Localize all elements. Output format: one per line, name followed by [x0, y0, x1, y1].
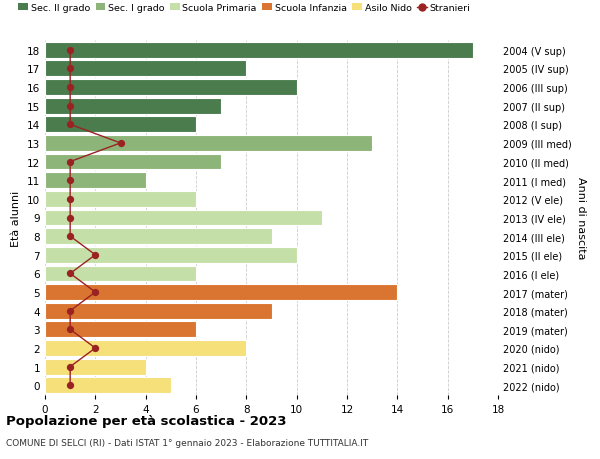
Bar [45, 303, 271, 319]
Point [65, 308, 75, 315]
Point [65, 47, 75, 54]
Point [91, 252, 100, 259]
Bar [45, 247, 296, 263]
Point [65, 270, 75, 278]
Legend: Sec. II grado, Sec. I grado, Scuola Primaria, Scuola Infanzia, Asilo Nido, Stran: Sec. II grado, Sec. I grado, Scuola Prim… [14, 0, 474, 17]
Point [116, 140, 125, 147]
Text: Popolazione per età scolastica - 2023: Popolazione per età scolastica - 2023 [6, 414, 287, 428]
Bar [45, 80, 296, 96]
Bar [45, 99, 221, 114]
Bar [45, 173, 146, 189]
Bar [45, 136, 372, 151]
Bar [45, 191, 196, 207]
Y-axis label: Età alunni: Età alunni [11, 190, 22, 246]
Point [65, 363, 75, 370]
Point [65, 103, 75, 110]
Bar [45, 229, 271, 245]
Point [65, 158, 75, 166]
Bar [45, 117, 196, 133]
Point [65, 326, 75, 333]
Point [65, 121, 75, 129]
Point [65, 84, 75, 91]
Bar [45, 62, 247, 77]
Bar [45, 285, 397, 300]
Text: COMUNE DI SELCI (RI) - Dati ISTAT 1° gennaio 2023 - Elaborazione TUTTITALIA.IT: COMUNE DI SELCI (RI) - Dati ISTAT 1° gen… [6, 438, 368, 447]
Point [65, 233, 75, 241]
Point [91, 345, 100, 352]
Point [91, 289, 100, 296]
Bar [45, 154, 221, 170]
Bar [45, 322, 196, 337]
Y-axis label: Anni di nascita: Anni di nascita [575, 177, 586, 259]
Point [65, 382, 75, 389]
Bar [45, 378, 171, 393]
Bar [45, 43, 473, 58]
Point [65, 214, 75, 222]
Bar [45, 266, 196, 282]
Bar [45, 359, 146, 375]
Point [65, 66, 75, 73]
Bar [45, 340, 247, 356]
Point [65, 196, 75, 203]
Point [65, 177, 75, 185]
Bar [45, 210, 322, 226]
